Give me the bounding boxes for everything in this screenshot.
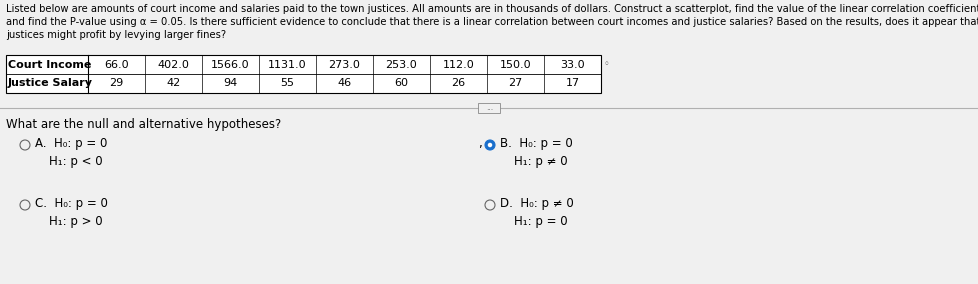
Text: B.  H₀: p = 0: B. H₀: p = 0: [500, 137, 572, 151]
Text: 112.0: 112.0: [442, 60, 474, 70]
Text: 29: 29: [110, 78, 123, 89]
Text: C.  H₀: p = 0: C. H₀: p = 0: [35, 197, 108, 210]
Text: H₁: p ≠ 0: H₁: p ≠ 0: [513, 154, 567, 168]
Text: 253.0: 253.0: [385, 60, 417, 70]
Text: D.  H₀: p ≠ 0: D. H₀: p ≠ 0: [500, 197, 573, 210]
Text: 42: 42: [166, 78, 180, 89]
Text: ,: ,: [477, 137, 481, 151]
Circle shape: [20, 140, 30, 150]
Text: 273.0: 273.0: [329, 60, 360, 70]
Text: H₁: p < 0: H₁: p < 0: [49, 154, 103, 168]
Bar: [6, 55, 600, 93]
Text: 26: 26: [451, 78, 466, 89]
Text: 1566.0: 1566.0: [211, 60, 249, 70]
Text: ...: ...: [485, 103, 493, 112]
Text: 17: 17: [565, 78, 579, 89]
Text: 33.0: 33.0: [559, 60, 584, 70]
Text: 55: 55: [281, 78, 294, 89]
Bar: [478, 103, 500, 113]
Text: 27: 27: [508, 78, 522, 89]
Text: ◦: ◦: [603, 60, 609, 70]
Text: 66.0: 66.0: [104, 60, 129, 70]
Text: 402.0: 402.0: [157, 60, 190, 70]
Text: 94: 94: [223, 78, 238, 89]
Circle shape: [20, 200, 30, 210]
Text: 1131.0: 1131.0: [268, 60, 306, 70]
Text: What are the null and alternative hypotheses?: What are the null and alternative hypoth…: [6, 118, 281, 131]
Text: 46: 46: [337, 78, 351, 89]
Text: H₁: p > 0: H₁: p > 0: [49, 214, 103, 227]
Text: Justice Salary: Justice Salary: [8, 78, 93, 89]
Text: Listed below are amounts of court income and salaries paid to the town justices.: Listed below are amounts of court income…: [6, 4, 978, 39]
Text: 150.0: 150.0: [499, 60, 531, 70]
Text: Court Income: Court Income: [8, 60, 91, 70]
Circle shape: [487, 143, 492, 147]
Circle shape: [484, 200, 495, 210]
Text: 60: 60: [394, 78, 408, 89]
Text: A.  H₀: p = 0: A. H₀: p = 0: [35, 137, 108, 151]
Text: H₁: p = 0: H₁: p = 0: [513, 214, 567, 227]
Circle shape: [484, 140, 495, 150]
